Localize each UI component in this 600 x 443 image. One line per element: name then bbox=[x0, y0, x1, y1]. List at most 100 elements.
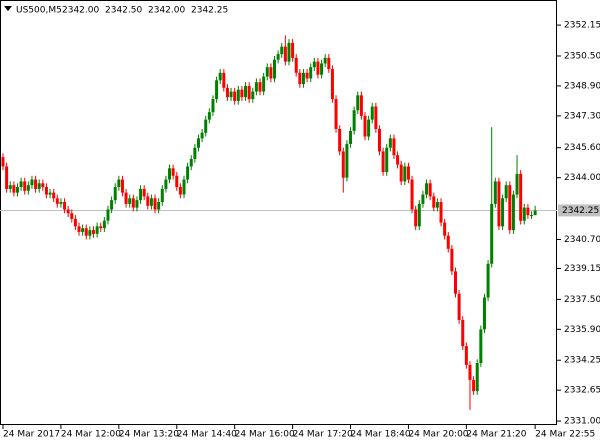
candle-body bbox=[34, 179, 38, 189]
x-tick-label: 24 Mar 18:40 bbox=[351, 430, 411, 440]
candle-body bbox=[189, 158, 193, 167]
candle-body bbox=[312, 61, 316, 68]
y-tick-label: 2345.60 bbox=[564, 143, 600, 153]
candle-body bbox=[472, 379, 476, 392]
y-tick-label: 2340.70 bbox=[564, 235, 600, 245]
x-tick-label: 24 Mar 20:00 bbox=[408, 430, 468, 440]
candle-body bbox=[486, 263, 490, 298]
candle-body bbox=[222, 72, 226, 88]
candle-body bbox=[236, 89, 240, 101]
candle-body bbox=[215, 80, 219, 100]
candle-body bbox=[501, 198, 505, 227]
candle-body bbox=[106, 209, 110, 221]
candle-body bbox=[44, 187, 48, 195]
candle-body bbox=[421, 194, 425, 204]
candle-body bbox=[305, 72, 309, 79]
candle-body bbox=[309, 67, 313, 79]
ohlc-value: 2342.00 bbox=[62, 6, 99, 16]
candle-body bbox=[454, 271, 457, 294]
candle-body bbox=[175, 175, 179, 188]
candle-body bbox=[530, 215, 534, 217]
candle-body bbox=[218, 72, 222, 81]
candle-body bbox=[113, 187, 117, 201]
candle-body bbox=[443, 222, 447, 236]
candle-body bbox=[52, 192, 56, 199]
candle-body bbox=[468, 364, 472, 380]
candle-body bbox=[446, 235, 450, 249]
candle-body bbox=[388, 138, 392, 148]
candle-body bbox=[1, 157, 5, 167]
candle-body bbox=[117, 179, 121, 188]
candle-body bbox=[428, 183, 432, 197]
candle-body bbox=[37, 183, 41, 189]
candle-body bbox=[15, 187, 19, 193]
candle-body bbox=[356, 95, 360, 111]
y-tick-label: 2331.00 bbox=[564, 417, 600, 427]
candle-body bbox=[142, 188, 146, 197]
y-tick-label: 2337.50 bbox=[564, 295, 600, 305]
candle-body bbox=[479, 329, 483, 364]
candle-body bbox=[475, 363, 479, 392]
y-tick-label: 2339.15 bbox=[564, 264, 600, 274]
candle-body bbox=[432, 196, 436, 208]
candle-body bbox=[283, 46, 287, 62]
candle-body bbox=[240, 89, 244, 98]
candle-body bbox=[153, 198, 157, 210]
candle-body bbox=[186, 166, 190, 180]
candle-body bbox=[273, 59, 276, 79]
candle-body bbox=[81, 228, 85, 232]
candle-body bbox=[294, 57, 298, 73]
candle-body bbox=[406, 166, 410, 180]
candle-body bbox=[110, 200, 114, 210]
candle-body bbox=[157, 202, 161, 210]
candle-body bbox=[287, 42, 291, 62]
candle-body bbox=[367, 119, 371, 137]
candle-body bbox=[385, 147, 389, 173]
x-tick-label: 24 Mar 12:00 bbox=[61, 430, 121, 440]
candle-body bbox=[323, 57, 327, 64]
candle-body bbox=[258, 82, 262, 92]
candle-body bbox=[439, 202, 443, 223]
candle-body bbox=[504, 185, 508, 199]
candle-body bbox=[352, 110, 356, 131]
candle-body bbox=[301, 72, 305, 85]
ohlc-header: 2342.00 2342.50 2342.00 2342.25 bbox=[62, 6, 228, 16]
menu-arrow[interactable] bbox=[4, 6, 12, 11]
candle-body bbox=[128, 198, 132, 204]
candle-body bbox=[48, 192, 52, 195]
current-price-label: 2342.25 bbox=[562, 206, 599, 216]
candle-body bbox=[450, 248, 454, 272]
candle-body bbox=[200, 132, 204, 139]
candle-body bbox=[262, 76, 266, 92]
candle-body bbox=[30, 179, 34, 186]
candle-body bbox=[225, 87, 229, 98]
candle-body bbox=[334, 99, 338, 129]
candle-body bbox=[124, 192, 128, 204]
candle-body bbox=[229, 91, 233, 98]
candle-body bbox=[497, 181, 501, 227]
candle-body bbox=[160, 188, 164, 203]
candle-body bbox=[95, 226, 99, 234]
candle-body bbox=[526, 207, 530, 216]
x-tick-label: 24 Mar 14:40 bbox=[177, 430, 237, 440]
candle-body bbox=[84, 228, 88, 236]
candle-body bbox=[164, 179, 168, 189]
candle-body bbox=[120, 179, 124, 193]
candle-body bbox=[399, 164, 403, 182]
candle-body bbox=[359, 95, 363, 116]
candle-body bbox=[55, 198, 59, 204]
x-tick-label: 24 Mar 13:20 bbox=[119, 430, 179, 440]
candle-body bbox=[8, 185, 12, 189]
candle-body bbox=[193, 147, 197, 159]
candle-body bbox=[493, 181, 497, 204]
candle-body bbox=[417, 203, 421, 227]
candle-body bbox=[247, 85, 251, 100]
candle-body bbox=[269, 67, 273, 79]
candle-body bbox=[464, 346, 468, 365]
candle-body bbox=[178, 187, 182, 195]
candle-body bbox=[320, 63, 324, 75]
candle-body bbox=[370, 106, 374, 120]
candle-body bbox=[265, 67, 269, 77]
candle-body bbox=[482, 297, 486, 330]
candle-body bbox=[59, 202, 63, 204]
